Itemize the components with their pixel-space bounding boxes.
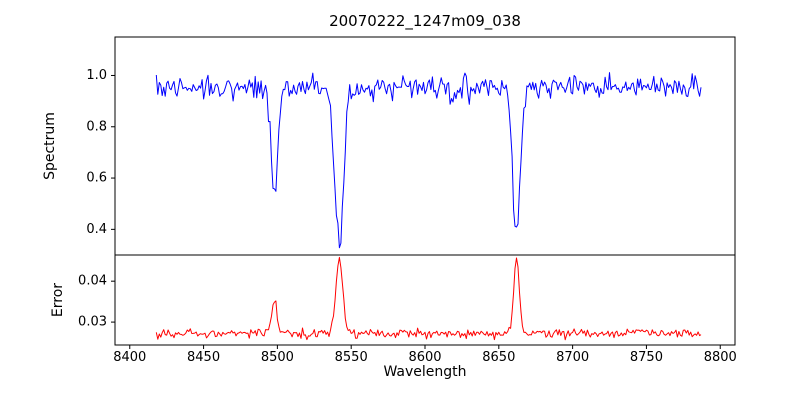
y-tick-label: 1.0 <box>86 68 107 83</box>
y-tick-label: 0.03 <box>78 315 107 330</box>
x-tick-label: 8650 <box>482 350 515 365</box>
y-axis-label-error: Error <box>50 282 66 318</box>
y-axis-label-spectrum: Spectrum <box>42 112 58 180</box>
y-tick-label: 0.04 <box>78 274 107 289</box>
x-tick-label: 8450 <box>187 350 220 365</box>
x-tick-label: 8400 <box>113 350 146 365</box>
x-tick-label: 8500 <box>261 350 294 365</box>
spectrum-line-group <box>155 72 702 249</box>
error-panel-frame <box>114 254 736 346</box>
y-tick-label: 0.6 <box>86 171 107 186</box>
x-tick-label: 8600 <box>408 350 441 365</box>
x-axis-label: Wavelength <box>383 364 467 380</box>
chart-title: 20070222_1247m09_038 <box>329 12 521 30</box>
spectrum-line <box>155 72 702 249</box>
error-line-group <box>155 256 702 341</box>
y-tick-label: 0.8 <box>86 119 107 134</box>
y-tick-label: 0.4 <box>86 222 107 237</box>
x-tick-label: 8550 <box>335 350 368 365</box>
x-tick-label: 8750 <box>630 350 663 365</box>
x-tick-label: 8800 <box>704 350 737 365</box>
spectrum-panel-frame <box>114 36 736 256</box>
x-tick-label: 8700 <box>556 350 589 365</box>
error-line <box>155 256 702 341</box>
